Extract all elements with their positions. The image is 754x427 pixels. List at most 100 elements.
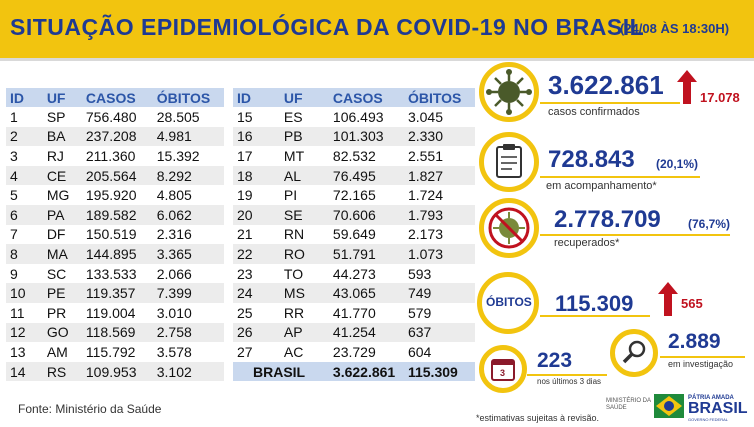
col-uf: UF bbox=[46, 88, 86, 107]
estimate-note: *estimativas sujeitas à revisão. bbox=[476, 413, 600, 423]
cell-id: 12 bbox=[6, 322, 47, 343]
cell-obitos: 579 bbox=[407, 304, 432, 321]
table-row: 12 GO 118.569 2.758 bbox=[6, 322, 224, 343]
acompanhamento-pct: (20,1%) bbox=[656, 157, 699, 171]
cell-uf: AM bbox=[46, 343, 68, 360]
cell-obitos: 28.505 bbox=[156, 108, 200, 125]
cell-uf: RS bbox=[46, 361, 86, 382]
cell-casos: 189.582 bbox=[85, 204, 157, 225]
cell-obitos: 2.330 bbox=[407, 126, 475, 147]
table-row: 20 SE 70.606 1.793 bbox=[233, 204, 475, 225]
cell-uf: PI bbox=[283, 187, 298, 204]
acompanhamento-label: em acompanhamento* bbox=[546, 180, 657, 192]
cell-casos: 44.273 bbox=[332, 265, 376, 282]
cell-obitos: 7.399 bbox=[156, 283, 224, 303]
cell-uf: RJ bbox=[46, 147, 64, 164]
investigacao-value: 2.889 bbox=[668, 330, 721, 353]
recuperados-circle bbox=[479, 198, 539, 258]
cell-obitos: 2.066 bbox=[156, 265, 192, 282]
ms-line2: SAÚDE bbox=[606, 405, 627, 411]
table-row: 25 RR 41.770 579 bbox=[233, 303, 475, 323]
table-row: 4 CE 205.564 8.292 bbox=[6, 165, 224, 186]
cell-casos: 41.254 bbox=[332, 322, 408, 343]
table-row: 7 DF 150.519 2.316 bbox=[6, 225, 224, 245]
cell-casos: 23.729 bbox=[332, 343, 376, 360]
pab-line2: BRASIL bbox=[688, 400, 748, 417]
col-id: ID bbox=[6, 88, 47, 107]
cell-uf: MT bbox=[283, 147, 305, 164]
cell-casos: 195.920 bbox=[85, 187, 137, 204]
clipboard-icon bbox=[496, 144, 522, 178]
cell-uf: RN bbox=[283, 226, 305, 243]
cell-obitos: 8.292 bbox=[156, 165, 224, 186]
cell-obitos: 1.073 bbox=[407, 244, 475, 264]
cell-uf: ES bbox=[283, 108, 303, 125]
cell-id: 7 bbox=[10, 226, 18, 243]
col-casos: CASOS bbox=[85, 88, 157, 107]
cell-uf: AL bbox=[283, 165, 333, 186]
total-casos: 3.622.861 bbox=[332, 361, 408, 382]
cell-obitos: 3.365 bbox=[156, 244, 224, 264]
table-row: 17 MT 82.532 2.551 bbox=[233, 146, 475, 166]
title-divider bbox=[0, 58, 754, 61]
recuperados-underline bbox=[540, 234, 730, 236]
acompanhamento-underline bbox=[540, 176, 700, 178]
table-row: 18 AL 76.495 1.827 bbox=[233, 165, 475, 186]
cell-casos: 118.569 bbox=[85, 322, 157, 343]
no-virus-icon bbox=[488, 207, 530, 249]
cell-id: 8 bbox=[6, 244, 47, 264]
gov-logo: PÁTRIA AMADA BRASIL GOVERNO FEDERAL bbox=[688, 395, 748, 422]
cell-obitos: 637 bbox=[407, 322, 475, 343]
update-timestamp: (24/08 ÀS 18:30H) bbox=[620, 21, 730, 36]
cell-uf: PE bbox=[46, 283, 86, 303]
states-table-left: ID UF CASOS ÓBITOS 1 SP 756.480 28.505 2 BA 23… bbox=[6, 88, 224, 382]
cell-obitos: 4.805 bbox=[156, 187, 192, 204]
cell-obitos: 1.793 bbox=[407, 204, 475, 225]
virus-icon bbox=[486, 69, 532, 115]
table-row: 19 PI 72.165 1.724 bbox=[233, 185, 475, 205]
cell-casos: 133.533 bbox=[85, 265, 137, 282]
obitos-circle: ÓBITOS bbox=[477, 272, 539, 334]
cell-casos: 119.357 bbox=[85, 283, 157, 303]
cell-id: 1 bbox=[10, 108, 18, 125]
confirmados-circle bbox=[479, 62, 539, 122]
ms-line1: MINISTÉRIO DA bbox=[606, 398, 652, 404]
cell-id: 10 bbox=[6, 283, 47, 303]
table-row: 22 RO 51.791 1.073 bbox=[233, 244, 475, 264]
cell-obitos: 593 bbox=[407, 265, 432, 282]
cell-casos: 76.495 bbox=[332, 165, 408, 186]
cell-uf: CE bbox=[46, 165, 86, 186]
cell-uf: AP bbox=[283, 322, 333, 343]
cell-obitos: 3.010 bbox=[156, 304, 192, 321]
page-title: SITUAÇÃO EPIDEMIOLÓGICA DA COVID-19 NO B… bbox=[10, 14, 645, 40]
table-row: 14 RS 109.953 3.102 bbox=[6, 361, 224, 382]
cell-casos: 59.649 bbox=[332, 226, 376, 243]
cell-id: 23 bbox=[237, 265, 253, 282]
cell-uf: PR bbox=[46, 304, 67, 321]
confirmados-underline bbox=[540, 102, 680, 104]
cell-id: 27 bbox=[237, 343, 253, 360]
cell-obitos: 2.551 bbox=[407, 147, 444, 164]
table-row: 3 RJ 211.360 15.392 bbox=[6, 146, 224, 166]
cell-casos: 109.953 bbox=[85, 361, 157, 382]
col-obitos: ÓBITOS bbox=[156, 88, 224, 107]
cell-id: 6 bbox=[6, 204, 47, 225]
cell-id: 9 bbox=[10, 265, 18, 282]
total-obitos: 115.309 bbox=[407, 361, 475, 382]
cell-casos: 72.165 bbox=[332, 187, 376, 204]
cell-id: 24 bbox=[233, 283, 284, 303]
cell-uf: PA bbox=[46, 204, 86, 225]
cell-id: 4 bbox=[6, 165, 47, 186]
cell-id: 21 bbox=[237, 226, 253, 243]
table-row: 1 SP 756.480 28.505 bbox=[6, 107, 224, 127]
cell-id: 11 bbox=[10, 304, 25, 321]
cell-uf: GO bbox=[46, 322, 86, 343]
ultimos-label: nos últimos 3 dias bbox=[537, 377, 602, 386]
brasil-total-row: BRASIL 3.622.861 115.309 bbox=[233, 361, 475, 382]
table-row: 8 MA 144.895 3.365 bbox=[6, 244, 224, 264]
total-label: BRASIL bbox=[233, 361, 333, 382]
cell-casos: 115.792 bbox=[85, 343, 136, 360]
cell-uf: SC bbox=[46, 265, 67, 282]
table-row: 2 BA 237.208 4.981 bbox=[6, 126, 224, 147]
cell-casos: 106.493 bbox=[332, 108, 384, 125]
